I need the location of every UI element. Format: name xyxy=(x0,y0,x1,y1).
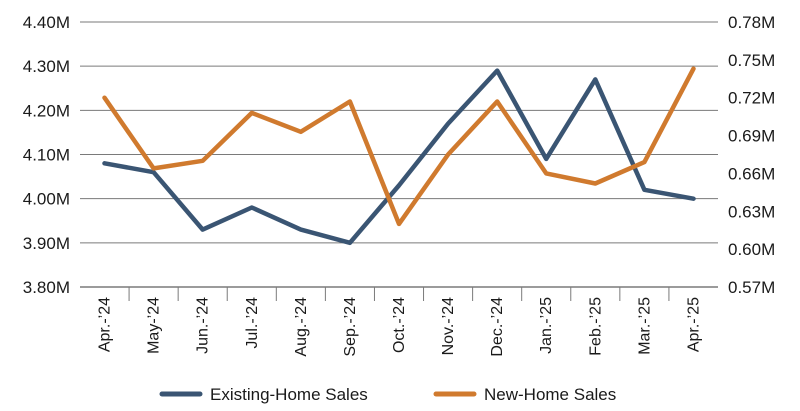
left-tick-label: 4.20M xyxy=(23,101,70,120)
left-tick-label: 4.10M xyxy=(23,146,70,165)
right-tick-label: 0.78M xyxy=(728,13,775,32)
x-tick-label: Dec.-’24 xyxy=(489,297,506,357)
legend-label-existing: Existing-Home Sales xyxy=(210,385,368,404)
x-tick-label: Nov.-’24 xyxy=(440,297,457,355)
x-tick-label: Jan.-’25 xyxy=(538,297,555,354)
right-tick-label: 0.57M xyxy=(728,278,775,297)
legend: Existing-Home Sales New-Home Sales xyxy=(159,385,616,404)
gridlines xyxy=(80,21,718,288)
x-tick-label: Oct.-’24 xyxy=(391,297,408,353)
x-tick-label: Mar.-’25 xyxy=(636,297,653,355)
x-tick-label: Apr.-’24 xyxy=(97,297,114,352)
left-tick-label: 3.90M xyxy=(23,234,70,253)
left-tick-label: 3.80M xyxy=(23,278,70,297)
x-tick-label: Jun.-’24 xyxy=(195,297,212,354)
left-tick-label: 4.30M xyxy=(23,57,70,76)
series-line-new-home-sales xyxy=(102,66,696,227)
x-tick-label: Feb.-’25 xyxy=(587,297,604,356)
x-tick-label: Sep.-’24 xyxy=(342,297,359,357)
right-axis-ticks: 0.57M 0.60M 0.63M 0.66M 0.69M 0.72M 0.75M 0.78M xyxy=(728,13,775,297)
x-tick-label: May-’24 xyxy=(146,297,163,354)
right-tick-label: 0.63M xyxy=(728,202,775,221)
legend-label-new: New-Home Sales xyxy=(484,385,616,404)
x-tick-label: Aug.-’24 xyxy=(293,297,310,357)
right-tick-label: 0.60M xyxy=(728,240,775,259)
series-line-existing-home-sales xyxy=(102,68,696,246)
left-axis-ticks: 3.80M 3.90M 4.00M 4.10M 4.20M 4.30M 4.40M xyxy=(23,13,70,297)
right-tick-label: 0.75M xyxy=(728,51,775,70)
x-axis: Apr.-’24 May-’24 Jun.-’24 Jul.-’24 Aug.-’24 S… xyxy=(97,287,702,357)
left-tick-label: 4.40M xyxy=(23,13,70,32)
x-tick-label: Jul.-’24 xyxy=(244,297,261,349)
right-tick-label: 0.72M xyxy=(728,89,775,108)
right-tick-label: 0.69M xyxy=(728,127,775,146)
series-lines xyxy=(102,66,696,246)
x-tick-label: Apr.-’25 xyxy=(685,297,702,352)
left-tick-label: 4.00M xyxy=(23,190,70,209)
right-tick-label: 0.66M xyxy=(728,164,775,183)
